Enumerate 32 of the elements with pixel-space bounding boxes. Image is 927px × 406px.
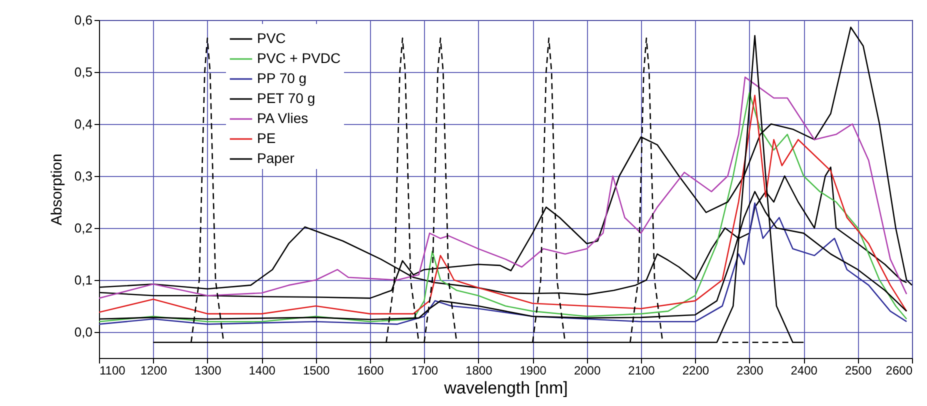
x-tick-label: 2600: [886, 364, 913, 378]
x-tick-label: 2300: [736, 364, 764, 378]
legend-label: PE: [257, 130, 276, 146]
y-tick-label: 0,2: [74, 220, 92, 236]
y-tick-label: 0,3: [74, 168, 92, 184]
x-tick-label: 1400: [248, 364, 276, 378]
x-axis-title: wavelength [nm]: [443, 378, 568, 398]
x-tick-label: 2100: [628, 364, 656, 378]
y-tick-label: 0,6: [74, 12, 92, 28]
y-tick-label: 0,1: [74, 272, 92, 288]
x-tick-label: 1100: [100, 364, 126, 378]
x-tick-label: 2000: [574, 364, 601, 378]
x-tick-label: 1600: [357, 364, 384, 378]
legend-label: PA Vlies: [257, 110, 308, 126]
x-tick-label: 1300: [194, 364, 222, 378]
x-tick-label: 2200: [682, 364, 710, 378]
y-tick-label: 0,0: [74, 324, 92, 340]
x-tick-label: 2500: [844, 364, 872, 378]
legend-label: PVC + PVDC: [257, 50, 341, 66]
y-tick-label: 0,5: [74, 64, 92, 80]
x-tick-label: 1200: [140, 364, 168, 378]
x-tick-label: 1800: [466, 364, 493, 378]
legend-label: PP 70 g: [257, 70, 307, 86]
x-tick-label: 1500: [302, 364, 330, 378]
x-tick-label: 2400: [790, 364, 818, 378]
legend-label: PVC: [257, 30, 286, 46]
legend-label: PET 70 g: [257, 90, 316, 106]
x-tick-label: 1700: [411, 364, 438, 378]
legend-label: Paper: [257, 150, 295, 166]
x-tick-label: 1900: [520, 364, 547, 378]
y-tick-label: 0,4: [74, 116, 92, 132]
y-axis-title: Absorption: [48, 154, 66, 226]
